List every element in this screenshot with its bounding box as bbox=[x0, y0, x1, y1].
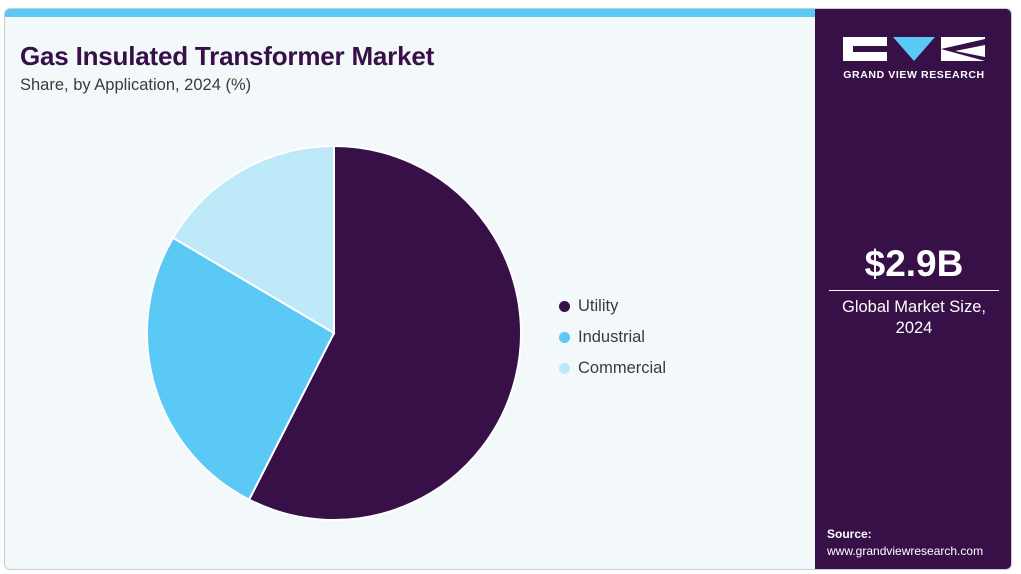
info-sidebar: GRAND VIEW RESEARCH $2.9B Global Market … bbox=[815, 9, 1011, 569]
legend-swatch-commercial bbox=[559, 363, 570, 374]
market-size-label: Global Market Size, 2024 bbox=[815, 297, 1011, 339]
pie-slice-utility bbox=[247, 144, 522, 521]
divider bbox=[829, 290, 999, 291]
chart-legend: Utility Industrial Commercial bbox=[559, 291, 666, 384]
pie-slice-industrial bbox=[146, 236, 336, 501]
pie-chart bbox=[146, 144, 522, 521]
pie-slice-commercial bbox=[171, 144, 335, 335]
legend-item-commercial: Commercial bbox=[559, 353, 666, 384]
legend-label-industrial: Industrial bbox=[578, 328, 645, 346]
legend-swatch-industrial bbox=[559, 332, 570, 343]
legend-swatch-utility bbox=[559, 301, 570, 312]
brand-name: GRAND VIEW RESEARCH bbox=[843, 69, 985, 81]
grand-view-research-logo bbox=[843, 37, 985, 61]
source-label: Source: bbox=[827, 527, 872, 541]
chart-card: Gas Insulated Transformer Market Share, … bbox=[4, 8, 1012, 570]
chart-area: Gas Insulated Transformer Market Share, … bbox=[5, 17, 815, 569]
legend-item-utility: Utility bbox=[559, 291, 666, 322]
legend-label-utility: Utility bbox=[578, 297, 619, 315]
market-size-label-line1: Global Market Size, bbox=[842, 298, 986, 316]
chart-subtitle: Share, by Application, 2024 (%) bbox=[20, 76, 252, 94]
legend-item-industrial: Industrial bbox=[559, 322, 666, 353]
market-size-value: $2.9B bbox=[864, 243, 964, 284]
source-url: www.grandviewresearch.com bbox=[827, 544, 984, 558]
market-size-label-line2: 2024 bbox=[895, 319, 933, 337]
accent-bar bbox=[5, 9, 815, 17]
legend-label-commercial: Commercial bbox=[578, 359, 667, 377]
chart-title: Gas Insulated Transformer Market bbox=[20, 41, 435, 71]
